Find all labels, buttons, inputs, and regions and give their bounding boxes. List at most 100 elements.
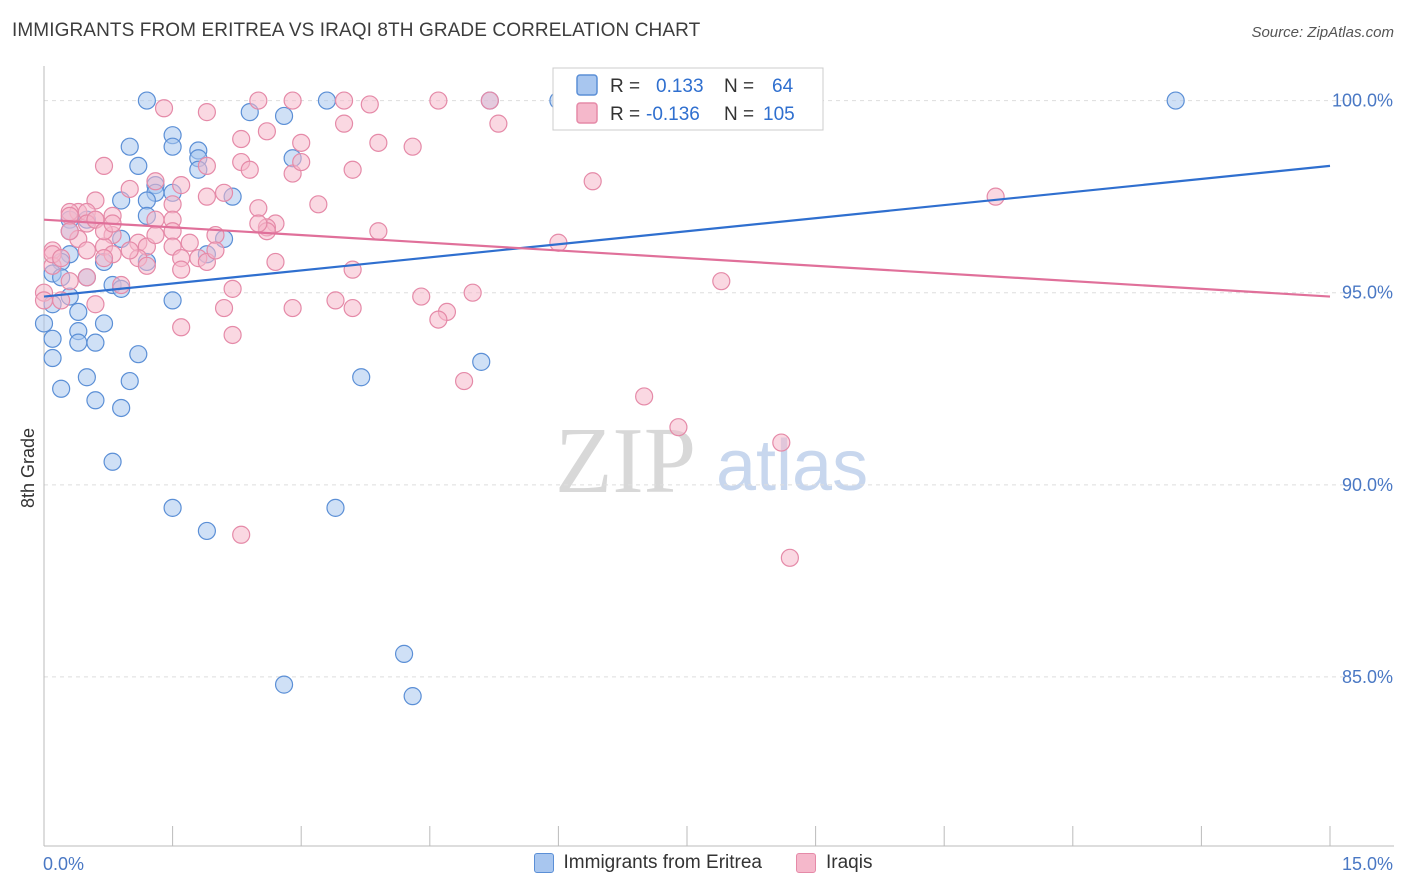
data-point-iraqis [429, 91, 448, 110]
data-point-iraqis [60, 272, 79, 291]
legend-swatch-blue [533, 853, 554, 873]
legend-box [552, 67, 824, 131]
y-axis-label: 8th Grade [18, 428, 38, 508]
data-point-iraqis [266, 252, 285, 272]
data-point-iraqis [214, 298, 234, 318]
data-point-eritrea [69, 333, 88, 352]
trend-line-eritrea [43, 164, 1331, 298]
watermark-atlas: atlas [716, 426, 868, 506]
data-point-iraqis [172, 260, 191, 279]
data-point-eritrea [163, 137, 182, 156]
data-point-eritrea [137, 191, 156, 210]
legend-r-value-eritrea: 0.133 [656, 76, 704, 97]
data-point-eritrea [274, 675, 294, 694]
data-point-iraqis [197, 103, 216, 122]
x-tick-label-max: 15.0% [1342, 854, 1393, 874]
data-point-iraqis [292, 152, 311, 172]
data-point-eritrea [403, 687, 422, 706]
data-point-iraqis [34, 291, 54, 310]
y-tick-label: 85.0% [1342, 667, 1393, 687]
legend-item-eritrea[interactable]: Immigrants from Eritrea [533, 852, 762, 874]
data-point-iraqis [163, 195, 182, 214]
data-point-iraqis [154, 99, 174, 118]
data-point-iraqis [249, 91, 268, 110]
data-point-iraqis [480, 91, 499, 110]
legend-item-iraqis[interactable]: Iraqis [796, 852, 872, 874]
data-point-eritrea [43, 348, 62, 368]
data-point-iraqis [283, 298, 302, 318]
data-point-eritrea [86, 333, 105, 352]
data-point-iraqis [283, 91, 302, 110]
x-tick-label-min: 0.0% [43, 854, 84, 874]
gridlines [44, 100, 1350, 678]
data-point-eritrea [120, 371, 139, 391]
data-point-iraqis [197, 187, 216, 206]
y-tick-label: 90.0% [1342, 475, 1393, 495]
data-point-iraqis [120, 241, 139, 260]
legend-swatch-eritrea [576, 74, 598, 96]
data-point-eritrea [317, 91, 337, 110]
series-eritrea-points [34, 91, 1185, 706]
data-point-iraqis [334, 114, 354, 133]
legend-label-iraqis: Iraqis [826, 852, 873, 873]
data-point-eritrea [163, 291, 182, 310]
data-point-eritrea [94, 314, 114, 333]
legend-swatch-iraqis [576, 102, 598, 124]
data-point-iraqis [120, 179, 139, 199]
legend-n-label-iraqis: N = [724, 104, 754, 125]
legend-r-value-iraqis: -0.136 [646, 104, 700, 125]
data-point-eritrea [137, 91, 156, 110]
data-point-eritrea [43, 329, 62, 348]
data-point-iraqis [112, 275, 131, 295]
data-point-iraqis [369, 222, 388, 241]
data-point-iraqis [146, 172, 165, 191]
data-point-eritrea [197, 521, 216, 541]
chart-title: IMMIGRANTS FROM ERITREA VS IRAQI 8TH GRA… [12, 20, 701, 41]
data-point-iraqis [780, 548, 799, 567]
data-point-iraqis [463, 283, 482, 302]
data-point-iraqis [412, 287, 431, 306]
data-point-iraqis [343, 298, 362, 318]
data-point-iraqis [369, 133, 388, 152]
data-point-iraqis [180, 233, 199, 252]
data-point-iraqis [232, 129, 251, 149]
data-point-eritrea [86, 391, 105, 410]
data-point-iraqis [137, 256, 156, 275]
legend-n-value-iraqis: 105 [763, 104, 795, 125]
data-point-iraqis [635, 387, 654, 406]
data-point-eritrea [274, 106, 294, 126]
data-point-iraqis [712, 272, 731, 291]
data-point-iraqis [669, 418, 688, 437]
data-point-eritrea [34, 314, 54, 333]
data-point-iraqis [223, 279, 242, 298]
data-point-eritrea [472, 352, 491, 371]
data-point-iraqis [206, 241, 225, 260]
data-point-eritrea [394, 644, 414, 663]
data-point-eritrea [77, 368, 96, 387]
data-point-iraqis [172, 318, 191, 337]
data-point-iraqis [249, 199, 268, 218]
data-point-iraqis [146, 225, 165, 245]
stats-legend: R = 0.133 N = 64 R = -0.136 N = 105 [552, 67, 824, 131]
data-point-eritrea [52, 379, 71, 398]
data-point-iraqis [334, 91, 354, 110]
data-point-iraqis [223, 325, 242, 345]
data-point-iraqis [86, 295, 105, 314]
legend-swatch-pink [796, 853, 816, 873]
data-point-iraqis [60, 222, 79, 241]
legend-r-label-eritrea: R = [610, 76, 640, 97]
data-point-iraqis [232, 525, 251, 544]
data-point-iraqis [986, 187, 1005, 206]
legend-label-eritrea: Immigrants from Eritrea [563, 852, 762, 873]
data-point-iraqis [292, 133, 311, 152]
data-point-iraqis [343, 160, 362, 179]
trend-lines [43, 164, 1331, 298]
data-point-iraqis [172, 176, 191, 195]
data-point-iraqis [326, 291, 345, 310]
y-tick-label: 100.0% [1332, 91, 1393, 111]
data-point-iraqis [429, 310, 448, 329]
data-point-eritrea [163, 498, 182, 517]
data-point-iraqis [360, 95, 379, 114]
data-point-iraqis [403, 137, 422, 156]
